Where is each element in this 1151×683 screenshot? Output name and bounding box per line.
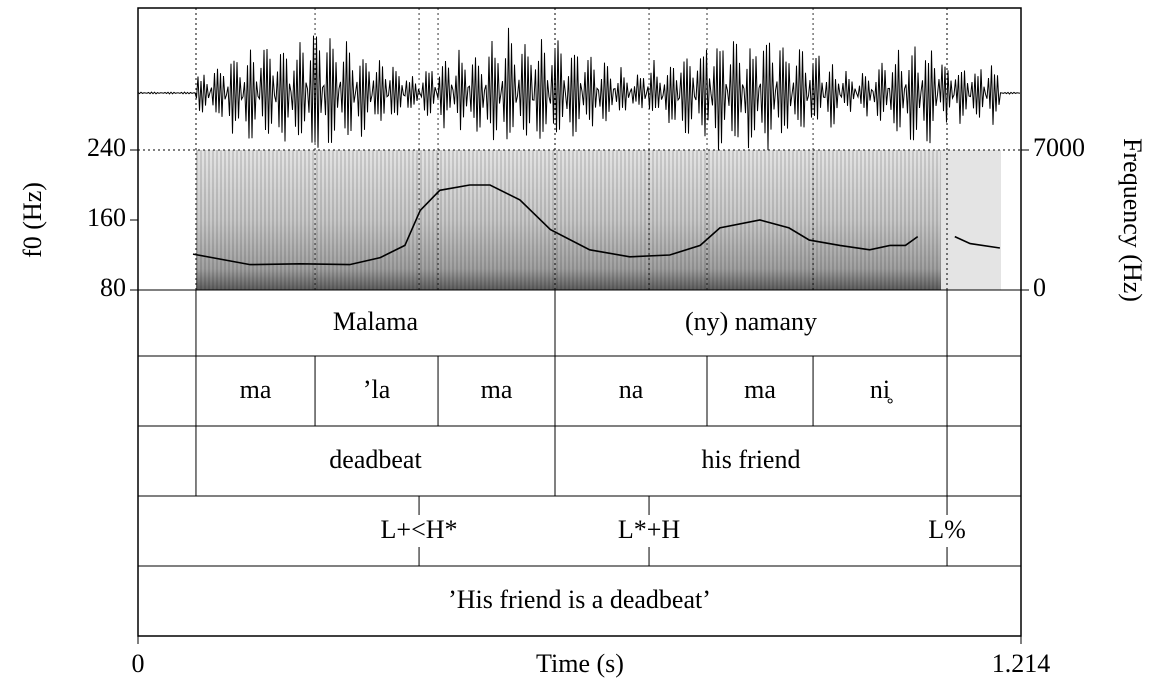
tier-label: ma xyxy=(240,375,272,404)
tier-label: L*+H xyxy=(618,515,681,544)
tier-label: ’la xyxy=(363,375,391,404)
y-tick-label: 240 xyxy=(87,133,126,162)
spectrogram xyxy=(196,150,1001,290)
tier-label: ni̥ xyxy=(870,375,893,404)
tier-label: L% xyxy=(928,515,966,544)
x-tick-label: 1.214 xyxy=(992,649,1051,678)
tier-label: L+<H* xyxy=(381,515,458,544)
x-axis-label: Time (s) xyxy=(536,649,624,678)
tier-grid xyxy=(138,289,1021,567)
frame xyxy=(137,7,1022,637)
tier-label: ma xyxy=(744,375,776,404)
y-tick-label: 160 xyxy=(87,203,126,232)
pitch-track xyxy=(192,184,1001,266)
y-tick-label: 80 xyxy=(100,273,126,302)
tier-label: Malama xyxy=(333,307,419,336)
tier-label: deadbeat xyxy=(329,445,422,474)
tier-label: ’His friend is a deadbeat’ xyxy=(448,585,711,614)
waveform xyxy=(137,27,1021,151)
tier-label: ma xyxy=(481,375,513,404)
y2-axis-label: Frequency (Hz) xyxy=(1118,138,1147,302)
tier-label: na xyxy=(619,375,644,404)
y2-tick-label: 7000 xyxy=(1033,133,1085,162)
tier-label: his friend xyxy=(702,445,801,474)
tier-label: (ny) namany xyxy=(685,307,817,336)
x-tick-label: 0 xyxy=(132,649,145,678)
y-axis-label: f0 (Hz) xyxy=(18,182,47,258)
y2-tick-label: 0 xyxy=(1033,273,1046,302)
